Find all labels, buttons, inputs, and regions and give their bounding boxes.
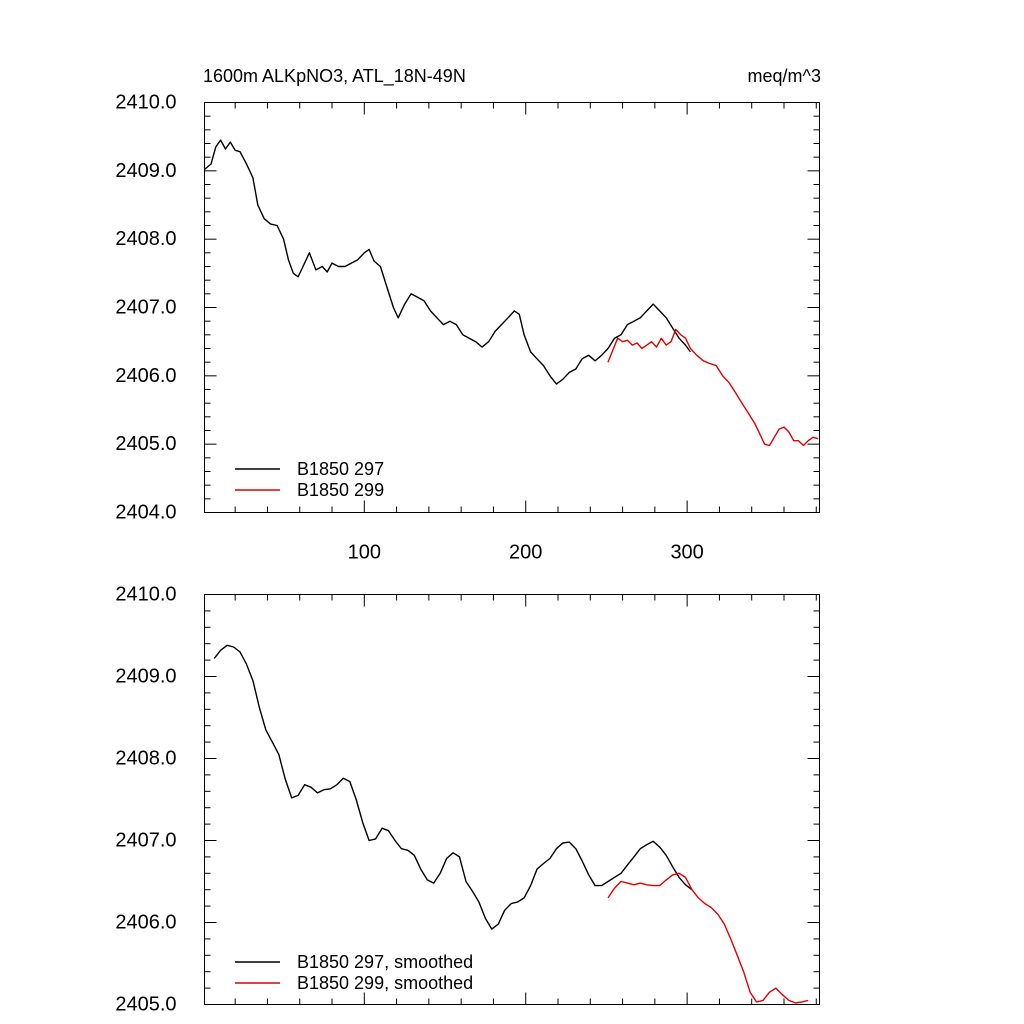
- top-series-line-297: [204, 139, 691, 385]
- y-tick-label: 2408.0: [115, 228, 176, 250]
- top-series-line-299: [607, 328, 819, 447]
- x-tick-label: 300: [670, 542, 703, 564]
- y-tick-label: 2410.0: [115, 584, 176, 606]
- x-tick-label: 100: [348, 542, 381, 564]
- y-tick-label: 2408.0: [115, 748, 176, 770]
- units-label: meq/m^3: [748, 66, 821, 86]
- y-tick-label: 2406.0: [115, 365, 176, 387]
- top-plot-frame: [204, 102, 820, 513]
- y-tick-label: 2405.0: [115, 994, 176, 1016]
- bottom-series-line-297: [213, 644, 693, 930]
- bottom-y-axis: 2405.0 2406.0 2407.0 2408.0 2409.0 2410.0: [115, 584, 176, 1016]
- chart-title: 1600m ALKpNO3, ATL_18N-49N: [203, 66, 466, 87]
- y-tick-label: 2407.0: [115, 297, 176, 319]
- top-series-group: [204, 139, 819, 447]
- bottom-series-line-299: [607, 872, 809, 1004]
- bottom-plot-frame: [204, 594, 820, 1005]
- bottom-legend-label-297: B1850 297, smoothed: [297, 952, 473, 972]
- y-tick-label: 2407.0: [115, 830, 176, 852]
- y-tick-label: 2405.0: [115, 433, 176, 455]
- bottom-legend: B1850 297, smoothed B1850 299, smoothed: [235, 952, 473, 993]
- y-tick-label: 2409.0: [115, 160, 176, 182]
- y-tick-label: 2406.0: [115, 912, 176, 934]
- top-panel: 1600m ALKpNO3, ATL_18N-49N meq/m^3 2404.…: [115, 66, 821, 564]
- y-tick-label: 2409.0: [115, 666, 176, 688]
- top-legend: B1850 297 B1850 299: [235, 459, 384, 500]
- bottom-axis-ticks: [204, 594, 820, 1005]
- top-y-axis: 2404.0 2405.0 2406.0 2407.0 2408.0 2409.0 2410…: [115, 92, 176, 524]
- bottom-panel: 2405.0 2406.0 2407.0 2408.0 2409.0 2410.0 B18…: [115, 584, 820, 1016]
- bottom-legend-label-299: B1850 299, smoothed: [297, 973, 473, 993]
- y-tick-label: 2404.0: [115, 502, 176, 524]
- bottom-series-group: [213, 644, 809, 1004]
- x-tick-label: 200: [509, 542, 542, 564]
- top-axis-ticks: [204, 102, 820, 513]
- y-tick-label: 2410.0: [115, 92, 176, 114]
- top-legend-label-297: B1850 297: [297, 459, 384, 479]
- top-x-axis: 100 200 300: [348, 542, 704, 564]
- top-legend-label-299: B1850 299: [297, 480, 384, 500]
